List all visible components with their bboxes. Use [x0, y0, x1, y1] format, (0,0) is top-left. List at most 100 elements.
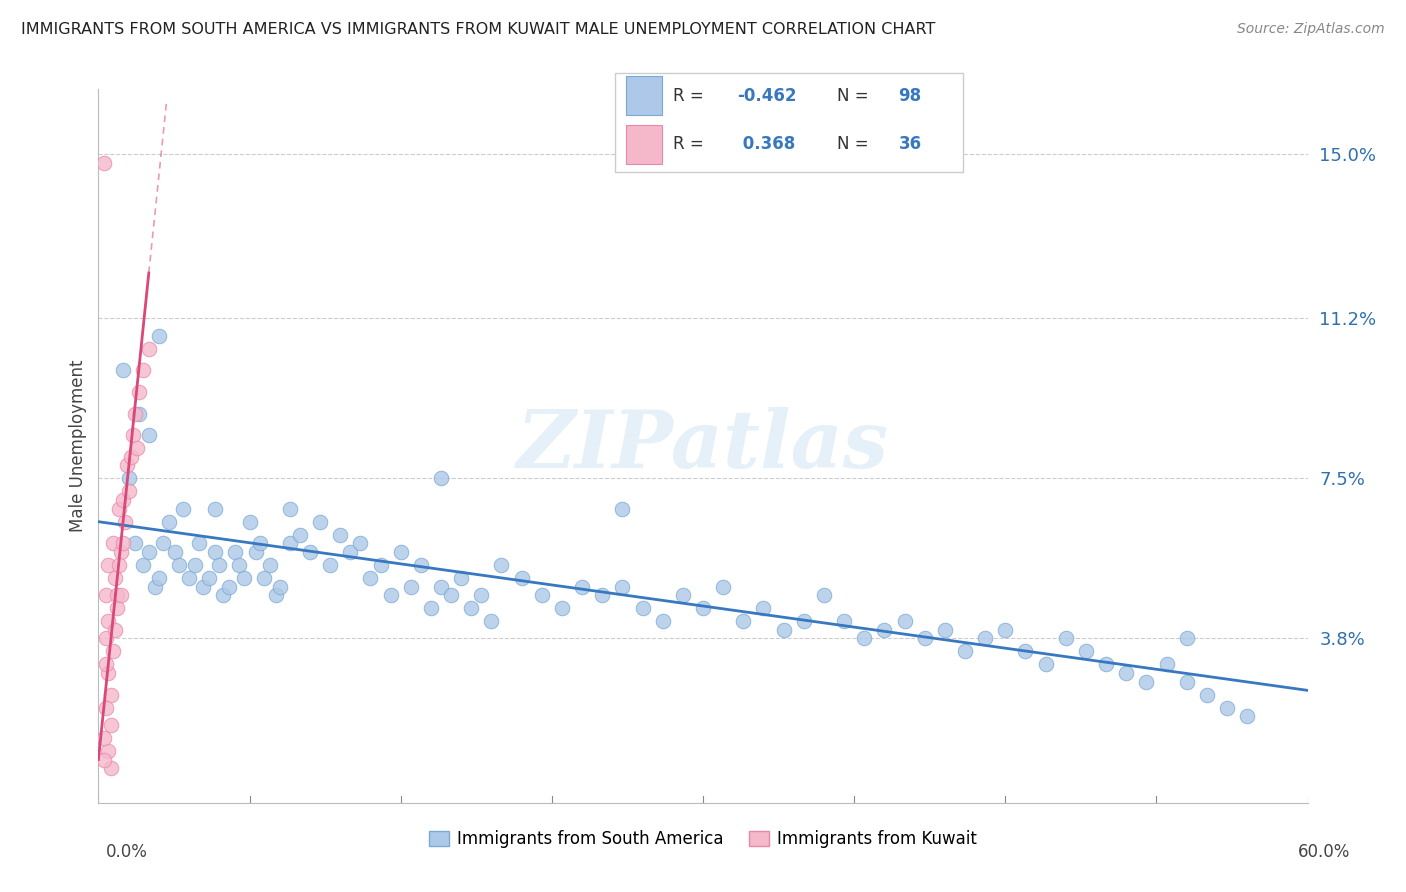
Point — [224, 545, 246, 559]
Point — [309, 515, 332, 529]
Point — [994, 623, 1017, 637]
Point — [179, 571, 201, 585]
Point — [128, 407, 150, 421]
Point — [249, 536, 271, 550]
Point — [914, 632, 936, 646]
Text: 36: 36 — [898, 136, 921, 153]
Point — [125, 441, 148, 455]
Point — [204, 501, 226, 516]
Point — [97, 614, 120, 628]
Point — [193, 580, 215, 594]
Text: 60.0%: 60.0% — [1298, 843, 1350, 861]
Point — [1216, 700, 1239, 714]
Bar — [626, 77, 662, 115]
Point — [409, 558, 432, 572]
Point — [269, 580, 291, 594]
Point — [1054, 632, 1077, 646]
Legend: Immigrants from South America, Immigrants from Kuwait: Immigrants from South America, Immigrant… — [422, 824, 984, 855]
Point — [96, 657, 118, 672]
Point — [974, 632, 997, 646]
Point — [329, 527, 352, 541]
Point — [157, 515, 180, 529]
Point — [245, 545, 267, 559]
Point — [491, 558, 513, 572]
Point — [711, 580, 734, 594]
Point — [110, 545, 132, 559]
Point — [208, 558, 231, 572]
Point — [360, 571, 382, 585]
Point — [1014, 644, 1036, 658]
Point — [1175, 632, 1198, 646]
Point — [470, 588, 492, 602]
Point — [1115, 666, 1137, 681]
Y-axis label: Male Unemployment: Male Unemployment — [69, 359, 87, 533]
Point — [651, 614, 673, 628]
Point — [111, 493, 134, 508]
Point — [111, 363, 134, 377]
Point — [100, 688, 122, 702]
Point — [288, 527, 311, 541]
Point — [152, 536, 174, 550]
Point — [612, 580, 634, 594]
Point — [612, 501, 634, 516]
Text: R =: R = — [672, 87, 709, 105]
Point — [692, 601, 714, 615]
Point — [218, 580, 240, 594]
Point — [1236, 709, 1258, 723]
Point — [101, 536, 124, 550]
Point — [1135, 674, 1157, 689]
Point — [97, 558, 120, 572]
Point — [93, 155, 115, 169]
Point — [121, 428, 143, 442]
Point — [114, 515, 136, 529]
Point — [370, 558, 392, 572]
Point — [1095, 657, 1118, 672]
Point — [278, 501, 301, 516]
Point — [198, 571, 221, 585]
Point — [107, 501, 129, 516]
Point — [132, 363, 155, 377]
Point — [339, 545, 361, 559]
Point — [752, 601, 775, 615]
Point — [138, 545, 160, 559]
Point — [163, 545, 186, 559]
Point — [188, 536, 211, 550]
Point — [138, 342, 160, 356]
Point — [212, 588, 235, 602]
Point — [440, 588, 463, 602]
Point — [1156, 657, 1178, 672]
Point — [232, 571, 254, 585]
Point — [124, 536, 146, 550]
Point — [873, 623, 896, 637]
Point — [97, 666, 120, 681]
Point — [893, 614, 915, 628]
Point — [111, 536, 134, 550]
Point — [184, 558, 207, 572]
Point — [239, 515, 262, 529]
Text: N =: N = — [838, 87, 875, 105]
Point — [120, 450, 142, 464]
Point — [107, 558, 129, 572]
Text: 0.368: 0.368 — [737, 136, 796, 153]
Point — [953, 644, 976, 658]
Point — [551, 601, 574, 615]
Point — [832, 614, 855, 628]
FancyBboxPatch shape — [616, 73, 963, 172]
Point — [96, 700, 118, 714]
Point — [93, 731, 115, 745]
Text: N =: N = — [838, 136, 875, 153]
Point — [430, 471, 453, 485]
Point — [389, 545, 412, 559]
Point — [733, 614, 755, 628]
Point — [1035, 657, 1057, 672]
Point — [813, 588, 835, 602]
Point — [380, 588, 402, 602]
Point — [530, 588, 553, 602]
Point — [96, 632, 118, 646]
Point — [1074, 644, 1097, 658]
Point — [100, 718, 122, 732]
Point — [430, 580, 453, 594]
Point — [105, 601, 128, 615]
Text: Source: ZipAtlas.com: Source: ZipAtlas.com — [1237, 22, 1385, 37]
Point — [100, 761, 122, 775]
